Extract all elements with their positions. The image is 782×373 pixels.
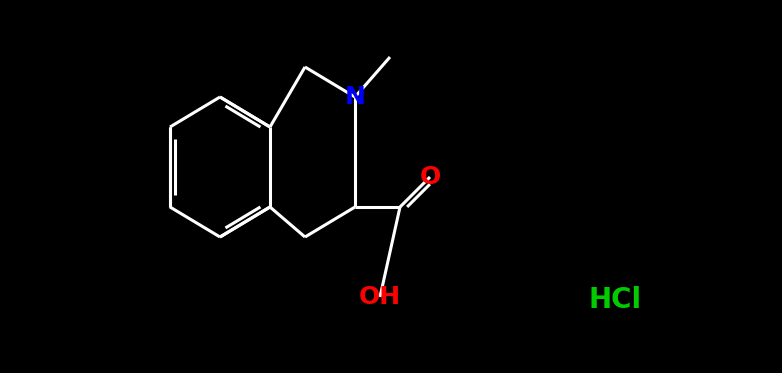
- Text: N: N: [345, 85, 365, 109]
- Text: OH: OH: [359, 285, 401, 309]
- Text: O: O: [419, 165, 440, 189]
- Text: HCl: HCl: [588, 286, 641, 314]
